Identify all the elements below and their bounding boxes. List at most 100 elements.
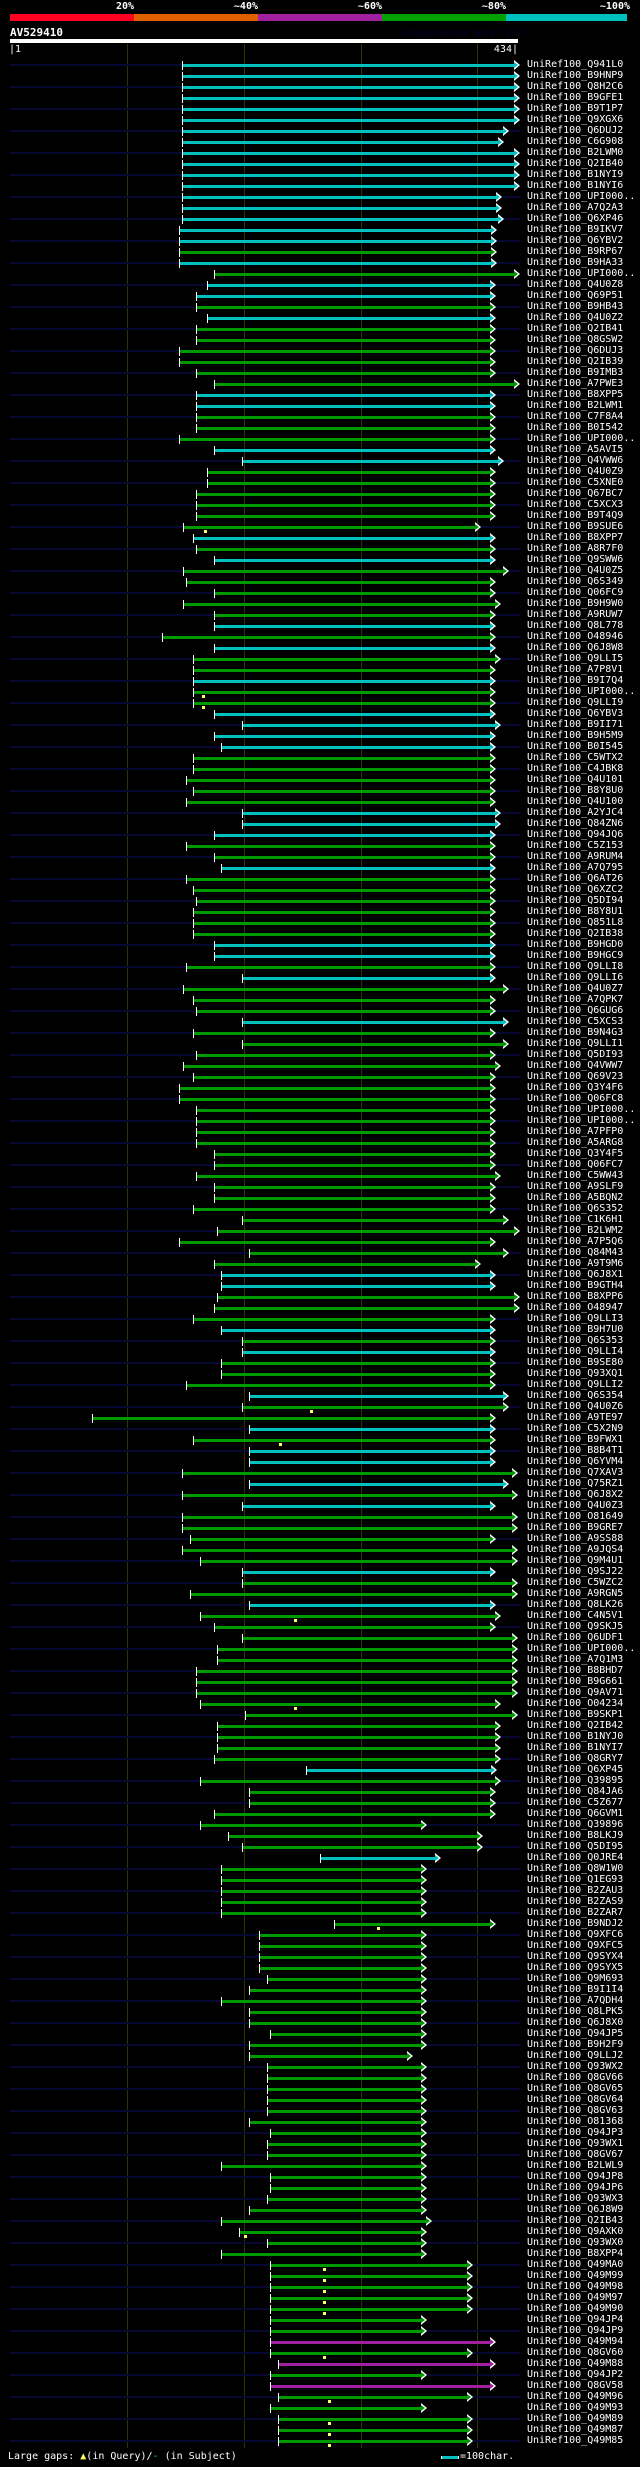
hit-label[interactable]: UniRef100_Q6DUJ2 [527,125,624,136]
hit-label[interactable]: UniRef100_Q9SKJ5 [527,1621,624,1632]
hit-label[interactable]: UniRef100_Q39896 [527,1819,624,1830]
hit-label[interactable]: UniRef100_Q9SWW6 [527,554,624,565]
hit-label[interactable]: UniRef100_Q6UDF1 [527,1632,624,1643]
hit-label[interactable]: UniRef100_B8LKJ9 [527,1830,624,1841]
hit-label[interactable]: UniRef100_A9SS88 [527,1533,624,1544]
hit-label[interactable]: UniRef100_B9N4G3 [527,1027,624,1038]
hit-label[interactable]: UniRef100_Q49M90 [527,2303,624,2314]
hit-label[interactable]: UniRef100_Q9SJ22 [527,1566,624,1577]
hit-label[interactable]: UniRef100_A5BQN2 [527,1192,624,1203]
hit-label[interactable]: UniRef100_Q49M87 [527,2424,624,2435]
hit-label[interactable]: UniRef100_B2LWM1 [527,400,624,411]
hit-label[interactable]: UniRef100_B9GFE1 [527,92,624,103]
hit-label[interactable]: UniRef100_B8BHD7 [527,1665,624,1676]
hit-label[interactable]: UniRef100_B9IMB3 [527,367,624,378]
hit-label[interactable]: UniRef100_Q69P51 [527,290,624,301]
hit-label[interactable]: UniRef100_C5Z153 [527,840,624,851]
hit-label[interactable]: UniRef100_Q4U101 [527,774,624,785]
hit-label[interactable]: UniRef100_A9RGN5 [527,1588,624,1599]
hit-label[interactable]: UniRef100_Q93WX0 [527,2237,624,2248]
hit-label[interactable]: UniRef100_B9SKP1 [527,1709,624,1720]
hit-label[interactable]: UniRef100_B1NYI7 [527,1742,624,1753]
hit-label[interactable]: UniRef100_O48946 [527,631,624,642]
hit-label[interactable]: UniRef100_B9H5M9 [527,730,624,741]
hit-label[interactable]: UniRef100_Q8GSW2 [527,334,624,345]
hit-label[interactable]: UniRef100_Q2IB38 [527,928,624,939]
hit-label[interactable]: UniRef100_B9H2F9 [527,2039,624,2050]
hit-label[interactable]: UniRef100_B9T1P7 [527,103,624,114]
hit-label[interactable]: UniRef100_B9I7Q4 [527,675,624,686]
hit-label[interactable]: UniRef100_Q67BC7 [527,488,624,499]
hit-label[interactable]: UniRef100_Q2IB41 [527,323,624,334]
hit-label[interactable]: UniRef100_Q6S349 [527,576,624,587]
hit-label[interactable]: UniRef100_UPI000.. [527,686,636,697]
hit-label[interactable]: UniRef100_B2ZAR7 [527,1907,624,1918]
hit-label[interactable]: UniRef100_Q94JP4 [527,2314,624,2325]
hit-label[interactable]: UniRef100_A9JQS4 [527,1544,624,1555]
hit-label[interactable]: UniRef100_Q94JP2 [527,2369,624,2380]
hit-label[interactable]: UniRef100_A9TE97 [527,1412,624,1423]
hit-label[interactable]: UniRef100_C5XNE0 [527,477,624,488]
hit-label[interactable]: UniRef100_B1NYJ0 [527,1731,624,1742]
hit-label[interactable]: UniRef100_Q9M4U1 [527,1555,624,1566]
hit-label[interactable]: UniRef100_Q4U0Z6 [527,1401,624,1412]
hit-label[interactable]: UniRef100_Q6AT26 [527,873,624,884]
hit-label[interactable]: UniRef100_A7PWE3 [527,378,624,389]
hit-label[interactable]: UniRef100_Q93WX3 [527,2193,624,2204]
hit-label[interactable]: UniRef100_C5Z677 [527,1797,624,1808]
hit-label[interactable]: UniRef100_Q6YBV3 [527,708,624,719]
hit-label[interactable]: UniRef100_Q9LLI3 [527,1313,624,1324]
hit-label[interactable]: UniRef100_C4N5V1 [527,1610,624,1621]
hit-label[interactable]: UniRef100_B2ZAS9 [527,1896,624,1907]
hit-label[interactable]: UniRef100_Q6S353 [527,1335,624,1346]
hit-label[interactable]: UniRef100_B9H9W0 [527,598,624,609]
hit-label[interactable]: UniRef100_Q8LK26 [527,1599,624,1610]
hit-label[interactable]: UniRef100_Q93WX2 [527,2061,624,2072]
hit-label[interactable]: UniRef100_A5AVI5 [527,444,624,455]
hit-label[interactable]: UniRef100_C7F8A4 [527,411,624,422]
hit-label[interactable]: UniRef100_Q2IB40 [527,158,624,169]
hit-label[interactable]: UniRef100_Q93XQ1 [527,1368,624,1379]
hit-label[interactable]: UniRef100_Q84JA6 [527,1786,624,1797]
hit-label[interactable]: UniRef100_B9G661 [527,1676,624,1687]
hit-label[interactable]: UniRef100_Q4U0Z8 [527,279,624,290]
hit-label[interactable]: UniRef100_Q9LLI1 [527,1038,624,1049]
hit-label[interactable]: UniRef100_Q9XFC5 [527,1940,624,1951]
hit-label[interactable]: UniRef100_C5WW43 [527,1170,624,1181]
hit-label[interactable]: UniRef100_O81649 [527,1511,624,1522]
hit-label[interactable]: UniRef100_B2LWM2 [527,1225,624,1236]
hit-label[interactable]: UniRef100_B9NDJ2 [527,1918,624,1929]
hit-label[interactable]: UniRef100_B8Y8U1 [527,906,624,917]
hit-label[interactable]: UniRef100_Q941L0 [527,59,624,70]
hit-label[interactable]: UniRef100_Q49MA0 [527,2259,624,2270]
hit-label[interactable]: UniRef100_B9GTH4 [527,1280,624,1291]
hit-label[interactable]: UniRef100_Q9AV71 [527,1687,624,1698]
hit-label[interactable]: UniRef100_Q9LLI6 [527,972,624,983]
hit-label[interactable]: UniRef100_C5WZC2 [527,1577,624,1588]
hit-label[interactable]: UniRef100_Q4U0Z7 [527,983,624,994]
hit-label[interactable]: UniRef100_Q6YVM4 [527,1456,624,1467]
hit-label[interactable]: UniRef100_Q4U0Z5 [527,565,624,576]
hit-label[interactable]: UniRef100_Q3Y4F6 [527,1082,624,1093]
hit-label[interactable]: UniRef100_B9HGC9 [527,950,624,961]
hit-label[interactable]: UniRef100_B2ZAU3 [527,1885,624,1896]
hit-label[interactable]: UniRef100_Q7XAV3 [527,1467,624,1478]
hit-label[interactable]: UniRef100_A7Q1M3 [527,1654,624,1665]
hit-label[interactable]: UniRef100_Q84M43 [527,1247,624,1258]
hit-label[interactable]: UniRef100_A7QPK7 [527,994,624,1005]
hit-label[interactable]: UniRef100_C5XCS3 [527,1016,624,1027]
hit-label[interactable]: UniRef100_UPI000.. [527,1115,636,1126]
hit-label[interactable]: UniRef100_UPI000.. [527,191,636,202]
hit-label[interactable]: UniRef100_A7Q2A3 [527,202,624,213]
hit-label[interactable]: UniRef100_Q9LLI5 [527,653,624,664]
hit-label[interactable]: UniRef100_Q8GV66 [527,2072,624,2083]
hit-label[interactable]: UniRef100_Q851L8 [527,917,624,928]
hit-label[interactable]: UniRef100_Q5DI93 [527,1049,624,1060]
hit-label[interactable]: UniRef100_A2YJC4 [527,807,624,818]
hit-label[interactable]: UniRef100_B8B4T1 [527,1445,624,1456]
hit-label[interactable]: UniRef100_B9IKV7 [527,224,624,235]
hit-label[interactable]: UniRef100_Q93WX1 [527,2138,624,2149]
hit-label[interactable]: UniRef100_B9I1I4 [527,1984,624,1995]
hit-label[interactable]: UniRef100_UPI000.. [527,268,636,279]
hit-label[interactable]: UniRef100_Q5DI94 [527,895,624,906]
